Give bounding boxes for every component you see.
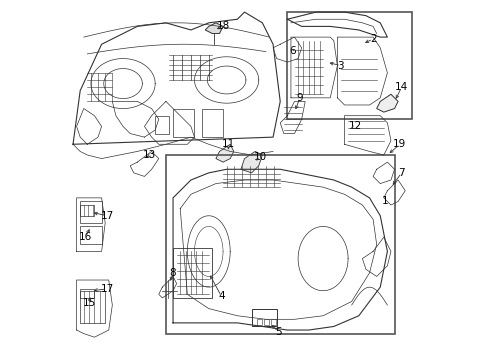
Text: 14: 14 bbox=[394, 82, 407, 92]
Bar bbox=[80, 291, 105, 323]
Text: 15: 15 bbox=[82, 298, 96, 308]
Bar bbox=[80, 226, 102, 244]
Text: 7: 7 bbox=[398, 168, 404, 178]
Text: 13: 13 bbox=[143, 150, 156, 160]
Text: 12: 12 bbox=[348, 121, 361, 131]
Text: 1: 1 bbox=[382, 197, 388, 206]
Bar bbox=[251, 309, 276, 327]
Text: 10: 10 bbox=[253, 152, 266, 162]
Bar bbox=[155, 116, 169, 134]
Bar bbox=[201, 109, 223, 137]
Text: 16: 16 bbox=[79, 232, 92, 242]
Text: 18: 18 bbox=[216, 21, 229, 31]
Polygon shape bbox=[216, 144, 233, 162]
Bar bbox=[173, 109, 194, 137]
Text: 5: 5 bbox=[275, 327, 281, 337]
Bar bbox=[165, 155, 394, 334]
Bar bbox=[287, 12, 411, 119]
Bar bbox=[173, 248, 212, 298]
Text: 9: 9 bbox=[296, 93, 303, 103]
Text: 3: 3 bbox=[337, 61, 344, 71]
Polygon shape bbox=[241, 152, 262, 173]
Polygon shape bbox=[376, 94, 397, 112]
Text: 6: 6 bbox=[289, 46, 295, 57]
Text: 19: 19 bbox=[392, 139, 406, 149]
Bar bbox=[271, 319, 276, 325]
Text: 11: 11 bbox=[222, 139, 235, 149]
Text: 2: 2 bbox=[369, 34, 376, 44]
Text: 4: 4 bbox=[218, 291, 224, 301]
Bar bbox=[257, 319, 262, 325]
Text: 8: 8 bbox=[169, 268, 176, 278]
Bar bbox=[264, 319, 268, 325]
Text: 17: 17 bbox=[100, 211, 113, 221]
Bar bbox=[80, 289, 94, 298]
Text: 17: 17 bbox=[100, 284, 113, 294]
Bar bbox=[80, 205, 94, 216]
Polygon shape bbox=[205, 23, 223, 33]
Bar bbox=[80, 202, 102, 223]
